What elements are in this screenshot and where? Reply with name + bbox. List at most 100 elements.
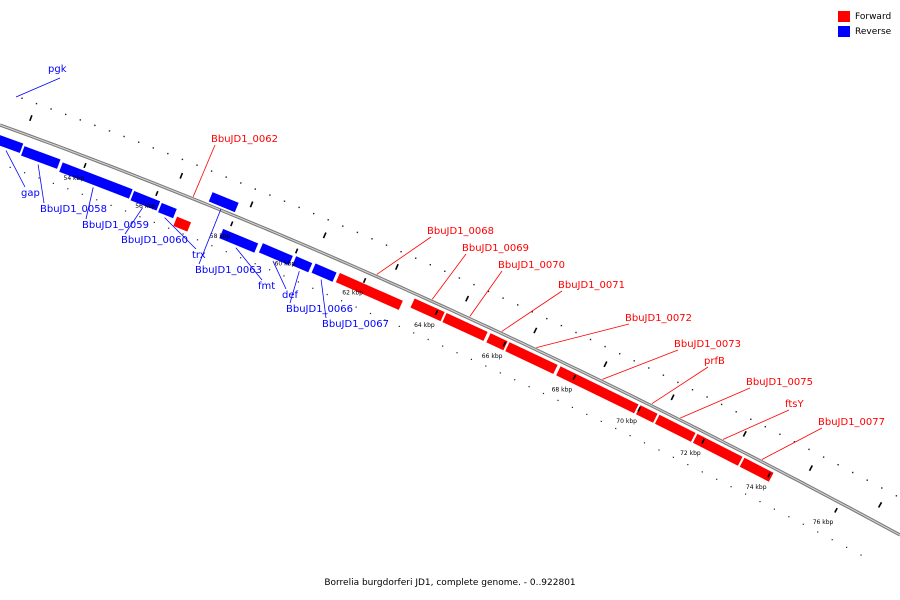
gene-block-fmt[interactable] bbox=[218, 227, 260, 254]
leader-line-ftsY bbox=[722, 409, 790, 440]
minor-tick-dot bbox=[575, 331, 577, 334]
minor-tick-dot bbox=[517, 304, 519, 306]
gene-block-BbuJD1_0068[interactable] bbox=[334, 271, 405, 312]
gene-block-BbuJD1_0077[interactable] bbox=[738, 456, 775, 484]
gene-label-BbuJD1_0071[interactable]: BbuJD1_0071 bbox=[558, 280, 625, 291]
gene-label-BbuJD1_0058[interactable]: BbuJD1_0058 bbox=[40, 204, 107, 215]
minor-tick-dot bbox=[677, 381, 679, 384]
gene-label-BbuJD1_0068[interactable]: BbuJD1_0068 bbox=[427, 226, 494, 237]
minor-tick-dot bbox=[35, 102, 38, 105]
minor-tick-dot bbox=[831, 539, 833, 541]
minor-tick-dot bbox=[38, 177, 40, 179]
gene-block-gap[interactable] bbox=[0, 134, 25, 155]
gene-block-BbuJD1_0066[interactable] bbox=[290, 254, 314, 274]
minor-tick-dot bbox=[182, 233, 184, 235]
minor-tick-dot bbox=[691, 389, 694, 391]
gene-label-BbuJD1_0067[interactable]: BbuJD1_0067 bbox=[322, 319, 389, 330]
leader-line-BbuJD1_0073 bbox=[602, 349, 679, 380]
gene-label-BbuJD1_0059[interactable]: BbuJD1_0059 bbox=[82, 220, 149, 231]
gene-label-BbuJD1_0073[interactable]: BbuJD1_0073 bbox=[674, 339, 741, 350]
minor-tick-dot bbox=[557, 399, 559, 401]
leader-line-BbuJD1_0067 bbox=[320, 279, 327, 319]
minor-tick-dot bbox=[52, 182, 54, 184]
gene-block-ftsY[interactable] bbox=[691, 432, 744, 468]
gene-block-BbuJD1_0071[interactable] bbox=[485, 331, 509, 352]
gene-block-BbuJD1_0070[interactable] bbox=[441, 311, 489, 343]
minor-tick-dot bbox=[470, 358, 472, 360]
genome-backbone bbox=[0, 123, 900, 537]
minor-tick-dot bbox=[808, 448, 810, 451]
gene-label-BbuJD1_0062[interactable]: BbuJD1_0062 bbox=[211, 134, 278, 145]
gene-block-BbuJD1_0059[interactable] bbox=[57, 161, 134, 200]
upper-tick bbox=[394, 263, 399, 271]
gene-block-prfB[interactable] bbox=[634, 403, 659, 425]
gene-block-BbuJD1_0060[interactable] bbox=[129, 189, 162, 212]
minor-tick-dot bbox=[604, 345, 606, 348]
minor-tick-dot bbox=[81, 193, 83, 195]
legend: Forward Reverse bbox=[838, 9, 891, 39]
minor-tick-dot bbox=[210, 170, 213, 172]
tick-label: 60 kbp bbox=[275, 260, 296, 267]
minor-tick-dot bbox=[181, 158, 184, 161]
tick-label: 72 kbp bbox=[680, 450, 701, 457]
gene-label-BbuJD1_0075[interactable]: BbuJD1_0075 bbox=[746, 377, 813, 388]
minor-tick-dot bbox=[79, 119, 81, 121]
minor-tick-dot bbox=[413, 332, 415, 334]
tick-label: 66 kbp bbox=[482, 353, 503, 360]
minor-tick-dot bbox=[283, 275, 285, 277]
minor-tick-dot bbox=[793, 441, 796, 443]
major-tick bbox=[434, 310, 439, 316]
gene-label-trx[interactable]: trx bbox=[192, 250, 206, 261]
gene-block-BbuJD1_0067[interactable] bbox=[310, 262, 338, 284]
legend-label-forward: Forward bbox=[855, 11, 892, 22]
major-tick bbox=[294, 248, 299, 254]
gene-label-fmt[interactable]: fmt bbox=[258, 281, 275, 292]
leader-line-BbuJD1_0059 bbox=[85, 187, 94, 220]
gene-block-BbuJD1_0072[interactable] bbox=[503, 340, 559, 376]
gene-label-BbuJD1_0072[interactable]: BbuJD1_0072 bbox=[625, 313, 692, 324]
minor-tick-dot bbox=[326, 293, 328, 296]
minor-tick-dot bbox=[196, 239, 199, 241]
minor-tick-dot bbox=[211, 245, 213, 247]
gene-block-BbuJD1_0073[interactable] bbox=[554, 365, 640, 415]
gene-label-BbuJD1_0069[interactable]: BbuJD1_0069 bbox=[462, 243, 529, 254]
minor-tick-dot bbox=[458, 277, 461, 279]
minor-tick-dot bbox=[802, 523, 804, 525]
minor-tick-dot bbox=[487, 290, 490, 293]
major-tick bbox=[637, 406, 642, 412]
gene-block-BbuJD1_0075[interactable] bbox=[653, 413, 697, 444]
minor-tick-dot bbox=[701, 471, 703, 473]
gene-label-BbuJD1_0070[interactable]: BbuJD1_0070 bbox=[498, 260, 565, 271]
gene-block-BbuJD1_0058[interactable] bbox=[19, 144, 62, 171]
legend-swatch-reverse bbox=[838, 26, 850, 37]
gene-block-BbuJD1_0062[interactable] bbox=[172, 215, 193, 233]
minor-tick-dot bbox=[619, 353, 621, 355]
major-tick bbox=[155, 190, 159, 197]
gene-label-def[interactable]: def bbox=[282, 290, 299, 301]
legend-label-reverse: Reverse bbox=[855, 26, 892, 37]
leader-line-pgk bbox=[15, 77, 61, 98]
major-tick bbox=[362, 277, 367, 284]
gene-label-ftsY[interactable]: ftsY bbox=[785, 399, 804, 410]
gene-label-pgk[interactable]: pgk bbox=[48, 64, 67, 75]
minor-tick-dot bbox=[269, 269, 271, 271]
gene-label-BbuJD1_0063[interactable]: BbuJD1_0063 bbox=[195, 265, 262, 276]
gene-label-BbuJD1_0066[interactable]: BbuJD1_0066 bbox=[286, 304, 353, 315]
tick-label: 68 kbp bbox=[552, 386, 573, 393]
minor-tick-dot bbox=[240, 257, 242, 259]
gene-block-def[interactable] bbox=[257, 241, 295, 267]
minor-tick-dot bbox=[153, 221, 155, 223]
leader-line-BbuJD1_0058 bbox=[37, 164, 45, 204]
leader-line-trx bbox=[164, 217, 197, 250]
gene-block-BbuJD1_0063[interactable] bbox=[207, 190, 240, 214]
minor-tick-dot bbox=[313, 212, 315, 215]
gene-label-gap[interactable]: gap bbox=[21, 188, 40, 199]
minor-tick-dot bbox=[860, 554, 862, 556]
gene-block-trx[interactable] bbox=[156, 201, 179, 220]
gene-label-prfB[interactable]: prfB bbox=[704, 356, 725, 367]
gene-label-BbuJD1_0077[interactable]: BbuJD1_0077 bbox=[818, 417, 885, 428]
minor-tick-dot bbox=[716, 478, 718, 480]
gene-block-BbuJD1_0069[interactable] bbox=[409, 297, 446, 323]
gene-label-BbuJD1_0060[interactable]: BbuJD1_0060 bbox=[121, 235, 188, 246]
minor-tick-dot bbox=[444, 270, 446, 272]
